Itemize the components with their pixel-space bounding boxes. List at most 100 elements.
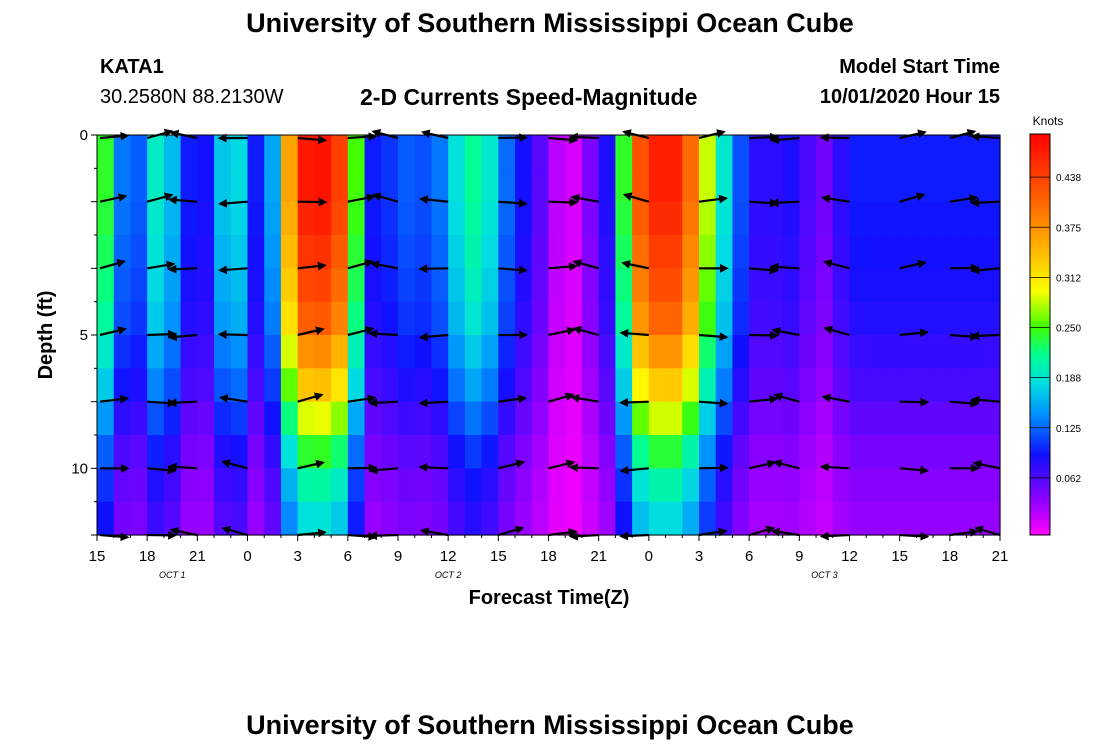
heatmap-cell — [180, 235, 198, 269]
heatmap-cell — [197, 268, 215, 303]
heatmap-cell — [648, 135, 667, 169]
heatmap-cell — [163, 135, 182, 169]
current-vector-arrow — [370, 260, 399, 270]
heatmap-cell — [180, 135, 198, 169]
heatmap-cell — [782, 435, 800, 469]
heatmap-cell — [481, 235, 499, 269]
current-vector-arrow — [418, 332, 449, 342]
heatmap-cell — [933, 435, 951, 469]
colorbar-tick-label: 0.062 — [1056, 474, 1081, 485]
heatmap-cell — [230, 401, 249, 436]
heatmap-cell — [481, 135, 499, 169]
heatmap-cell — [648, 335, 667, 369]
model-start-label: Model Start Time — [839, 56, 1000, 78]
heatmap-cell — [715, 401, 734, 436]
heatmap-cell — [113, 335, 132, 369]
heatmap-cell — [732, 335, 750, 369]
heatmap-cell — [916, 301, 934, 336]
heatmap-cell — [598, 501, 616, 536]
heatmap-cell — [648, 435, 667, 469]
heatmap-cell — [247, 268, 265, 303]
heatmap-cell — [816, 168, 834, 203]
current-vector-arrow — [823, 325, 850, 337]
heatmap-cell — [364, 368, 382, 403]
heatmap-cell — [749, 501, 767, 536]
heatmap-cell — [949, 301, 968, 336]
heatmap-cell — [498, 368, 516, 403]
heatmap-cell — [414, 301, 433, 336]
heatmap-cell — [598, 268, 616, 303]
x-tick-label: 21 — [189, 548, 206, 565]
heatmap-cell — [398, 301, 416, 336]
heatmap-cell — [598, 301, 616, 336]
heatmap-cell — [280, 435, 299, 469]
heatmap-cell — [699, 335, 717, 369]
heatmap-cell — [464, 435, 483, 469]
heatmap-cell — [163, 268, 182, 303]
heatmap-cell — [799, 135, 817, 169]
heatmap-cell — [147, 501, 165, 536]
heatmap-cell — [933, 135, 951, 169]
x-tick-label: 9 — [795, 548, 803, 565]
heatmap-cell — [699, 235, 717, 269]
heatmap-cell — [565, 501, 583, 536]
heatmap-cell — [414, 501, 433, 536]
heatmap-cell — [648, 268, 667, 303]
heatmap-cell — [966, 368, 984, 403]
heatmap-cell — [933, 335, 951, 369]
current-vector-arrow — [498, 133, 529, 143]
heatmap-cell — [448, 401, 466, 436]
heatmap-cell — [147, 335, 165, 369]
current-vector-arrow — [297, 459, 325, 470]
heatmap-cell — [314, 401, 332, 436]
current-vector-arrow — [698, 398, 729, 408]
heatmap-cell — [130, 435, 148, 469]
current-vector-arrow — [769, 198, 800, 208]
heatmap-cell — [347, 168, 366, 203]
heatmap-cell — [615, 435, 633, 469]
heatmap-cell — [732, 268, 750, 303]
heatmap-cell — [464, 201, 483, 236]
heatmap-cell — [732, 368, 750, 403]
heatmap-cell — [581, 301, 600, 336]
heatmap-cell — [214, 401, 232, 436]
heatmap-cell — [598, 168, 616, 203]
heatmap-cell — [347, 435, 366, 469]
y-axis-label: Depth (ft) — [35, 291, 57, 380]
x-tick-label: 18 — [941, 548, 958, 565]
heatmap-cell — [247, 335, 265, 369]
heatmap-cell — [882, 368, 901, 403]
heatmap-cell — [381, 468, 399, 503]
heatmap-cell — [448, 335, 466, 369]
heatmap-cell — [398, 435, 416, 469]
heatmap-cell — [481, 435, 499, 469]
current-vector-arrow — [218, 198, 248, 208]
current-vector-arrow — [899, 192, 926, 203]
heatmap-cell — [347, 335, 366, 369]
heatmap-cell — [364, 501, 382, 536]
heatmap-cell — [464, 468, 483, 503]
heatmap-cell — [715, 335, 734, 369]
heatmap-cell — [849, 268, 867, 303]
heatmap-cell — [682, 268, 700, 303]
current-vector-arrow — [771, 327, 800, 337]
heatmap-cell — [966, 401, 984, 436]
heatmap-cell — [264, 435, 282, 469]
heatmap-cell — [933, 501, 951, 536]
heatmap-cell — [163, 368, 182, 403]
heatmap-cell — [264, 501, 282, 536]
heatmap-cell — [665, 135, 683, 169]
current-vector-arrow — [748, 459, 777, 470]
heatmap-cell — [782, 335, 800, 369]
heatmap-cell — [799, 268, 817, 303]
current-vector-arrow — [819, 133, 850, 143]
heatmap-cell — [715, 301, 734, 336]
current-vector-arrow — [548, 326, 576, 337]
heatmap-cell — [180, 368, 198, 403]
current-vector-arrow — [949, 528, 979, 537]
heatmap-cell — [615, 468, 633, 503]
heatmap-cell — [732, 401, 750, 436]
heatmap-cell — [448, 368, 466, 403]
heatmap-cell — [264, 235, 282, 269]
heatmap-cell — [632, 435, 650, 469]
